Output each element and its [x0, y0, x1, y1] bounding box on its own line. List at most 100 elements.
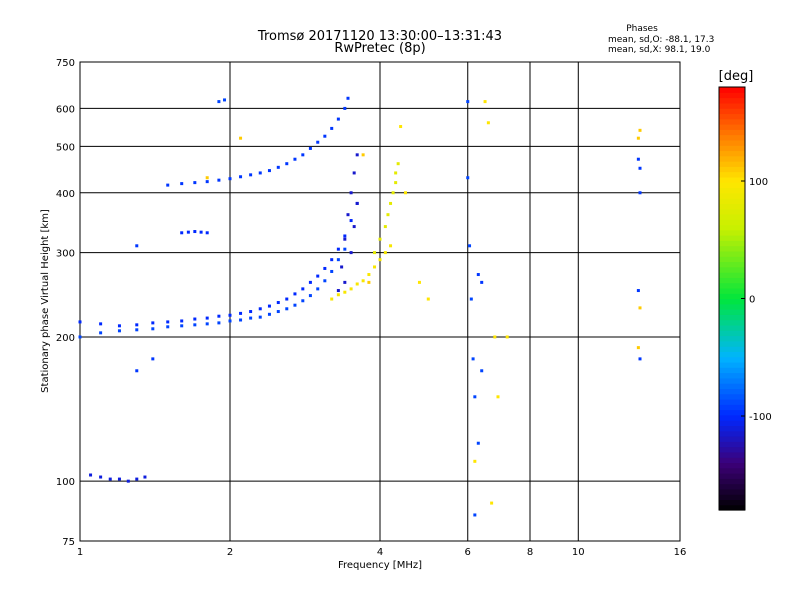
data-point: [426, 297, 430, 301]
data-point: [135, 244, 139, 248]
colorbar-segment: [719, 351, 745, 358]
data-point: [99, 331, 103, 335]
data-point: [267, 304, 271, 308]
data-point: [476, 273, 480, 277]
data-point: [135, 323, 139, 327]
colorbar-segment: [719, 229, 745, 236]
colorbar-segment: [719, 462, 745, 469]
data-point: [473, 459, 477, 463]
data-point: [466, 100, 470, 104]
data-point: [323, 266, 327, 270]
data-point: [89, 473, 93, 477]
x-tick-label: 10: [572, 547, 585, 558]
colorbar-segment: [719, 155, 745, 162]
data-point: [480, 280, 484, 284]
colorbar-segment: [719, 383, 745, 389]
data-point: [276, 310, 280, 314]
data-point: [249, 310, 253, 314]
colorbar-segment: [719, 488, 745, 495]
y-tick-label: 400: [56, 189, 75, 200]
colorbar-segment: [719, 287, 745, 294]
colorbar-segment: [719, 208, 745, 215]
colorbar: 100 0 -100: [718, 86, 772, 511]
colorbar-segment: [719, 393, 745, 400]
data-point: [486, 121, 490, 125]
data-point: [386, 213, 390, 217]
data-point: [378, 237, 382, 241]
data-point: [330, 269, 334, 273]
data-point: [217, 100, 221, 104]
data-point: [308, 280, 312, 284]
colorbar-segment: [719, 377, 745, 384]
data-point: [394, 171, 398, 175]
colorbar-segment: [719, 266, 745, 273]
data-point: [638, 191, 642, 195]
data-point: [151, 321, 155, 325]
data-point: [151, 327, 155, 331]
data-point: [638, 306, 642, 310]
data-point: [316, 140, 320, 144]
data-point: [391, 191, 395, 195]
data-point: [285, 162, 289, 166]
data-point: [293, 157, 297, 161]
data-point: [340, 265, 344, 269]
colorbar-segment: [719, 171, 745, 178]
colorbar-segment: [719, 478, 745, 485]
data-point: [496, 395, 500, 399]
colorbar-segment: [719, 330, 745, 337]
data-point: [469, 297, 473, 301]
colorbar-segment: [719, 219, 745, 226]
colorbar-segment: [719, 192, 745, 199]
data-point: [249, 316, 253, 320]
data-point: [361, 279, 365, 283]
data-point: [343, 234, 347, 238]
data-point: [228, 313, 232, 317]
colorbar-segment: [719, 240, 745, 247]
data-point: [285, 307, 289, 311]
phase-mean-o: mean, sd,O: -88.1, 17.3: [608, 35, 714, 45]
data-point: [217, 178, 221, 182]
data-point: [249, 173, 253, 177]
data-point: [383, 251, 387, 255]
data-point: [301, 287, 305, 291]
data-point: [636, 136, 640, 140]
data-point: [293, 303, 297, 307]
data-point: [638, 166, 642, 170]
data-point: [205, 322, 209, 326]
data-point: [258, 315, 262, 319]
colorbar-segment: [719, 166, 745, 173]
colorbar-segment: [719, 367, 745, 374]
data-point: [355, 282, 359, 286]
colorbar-segment: [719, 150, 745, 157]
y-tick-label: 200: [56, 333, 75, 344]
colorbar-segment: [719, 457, 745, 464]
colorbar-segment: [719, 277, 745, 284]
data-point: [638, 357, 642, 361]
data-point: [355, 153, 359, 157]
data-point: [180, 182, 184, 186]
data-point: [355, 201, 359, 205]
data-point: [343, 280, 347, 284]
colorbar-segment: [719, 314, 745, 321]
data-point: [476, 441, 480, 445]
data-point: [343, 290, 347, 294]
data-point: [473, 513, 477, 517]
data-point: [143, 475, 147, 479]
data-point: [343, 247, 347, 251]
data-point: [180, 324, 184, 328]
data-point: [361, 153, 365, 157]
colorbar-segment: [719, 303, 745, 310]
data-point: [336, 289, 340, 293]
data-point: [336, 258, 340, 262]
colorbar-segment: [719, 213, 745, 220]
colorbar-segment: [719, 298, 745, 305]
data-point: [323, 279, 327, 283]
colorbar-segment: [719, 372, 745, 379]
data-point: [205, 176, 209, 180]
colorbar-segment: [719, 483, 745, 490]
colorbar-segment: [719, 187, 745, 194]
data-point: [343, 237, 347, 241]
colorbar-segment: [719, 92, 745, 99]
data-point: [330, 258, 334, 262]
